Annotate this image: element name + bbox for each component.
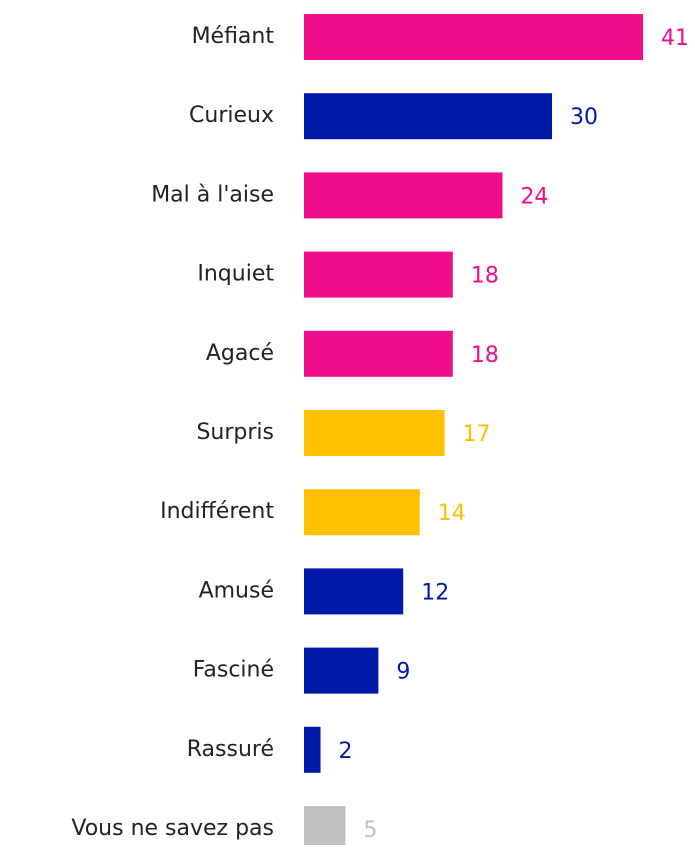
category-label: Vous ne savez pas (71, 816, 274, 841)
bar (304, 93, 553, 140)
category-label: Méfiant (192, 24, 275, 49)
category-label: Rassuré (187, 737, 274, 762)
bar (304, 806, 346, 849)
bar (304, 172, 503, 219)
bar (304, 330, 453, 377)
value-label: 12 (421, 580, 449, 605)
value-label: 30 (570, 105, 598, 130)
bar (304, 647, 379, 694)
bar (304, 14, 643, 60)
category-label: Curieux (189, 103, 274, 128)
category-label: Fasciné (193, 658, 274, 683)
category-label: Inquiet (197, 262, 274, 287)
value-label: 5 (363, 818, 377, 843)
category-label: Mal à l'aise (151, 182, 274, 207)
value-label: 18 (471, 343, 499, 368)
category-label: Surpris (196, 420, 274, 445)
value-label: 41 (661, 26, 689, 51)
category-label: Amusé (199, 578, 274, 603)
value-label: 24 (520, 184, 548, 209)
value-label: 17 (463, 422, 491, 447)
value-label: 14 (438, 501, 466, 526)
category-label: Agacé (206, 341, 274, 366)
value-label: 9 (396, 660, 410, 685)
bar (304, 410, 445, 456)
value-label: 2 (339, 739, 353, 764)
category-label: Indifférent (160, 499, 274, 524)
bar (304, 489, 420, 536)
bar (304, 568, 404, 615)
bar (304, 726, 321, 773)
bar (304, 251, 453, 298)
value-label: 18 (471, 264, 499, 289)
